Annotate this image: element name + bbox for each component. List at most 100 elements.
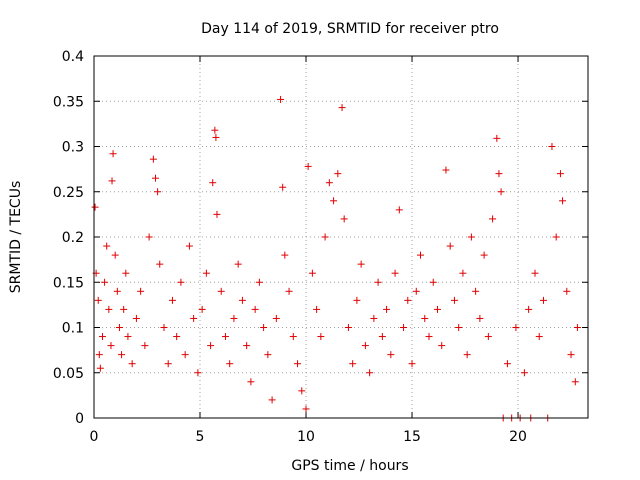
data-point xyxy=(497,188,505,196)
data-point xyxy=(573,324,581,331)
data-point xyxy=(149,155,157,163)
data-point xyxy=(433,305,441,313)
data-point xyxy=(304,162,312,170)
data-point xyxy=(387,351,395,359)
data-point xyxy=(173,333,181,341)
data-point xyxy=(446,242,454,250)
data-point xyxy=(145,233,153,241)
data-point xyxy=(207,342,215,350)
data-point xyxy=(101,278,109,286)
data-point xyxy=(264,351,272,359)
data-point xyxy=(512,324,520,331)
data-point xyxy=(391,269,399,277)
data-point xyxy=(472,287,480,295)
data-point xyxy=(132,314,140,322)
data-point xyxy=(503,360,511,368)
data-point xyxy=(459,269,467,277)
data-point xyxy=(463,351,471,359)
axis-tick-labels: 0 0.05 0.1 0.15 0.2 0.25 0.3 0.35 0.4 0 5 10 15 20 xyxy=(53,49,527,445)
data-point xyxy=(563,287,571,295)
data-point xyxy=(548,143,556,150)
data-point xyxy=(421,314,429,322)
data-point xyxy=(285,287,293,295)
data-point xyxy=(272,314,280,322)
data-point xyxy=(151,174,159,182)
data-point xyxy=(91,203,99,211)
data-point xyxy=(325,179,333,187)
data-point xyxy=(353,296,361,304)
data-point xyxy=(344,324,352,331)
data-point xyxy=(455,324,463,331)
data-point xyxy=(425,333,433,341)
data-point xyxy=(108,177,116,185)
y-tick-label: 0.1 xyxy=(62,321,84,337)
data-points xyxy=(91,95,581,422)
data-point xyxy=(177,278,185,286)
data-point xyxy=(111,251,119,259)
data-point xyxy=(489,215,497,223)
data-point xyxy=(317,333,325,341)
data-point xyxy=(260,324,268,331)
data-point xyxy=(442,166,450,174)
data-point xyxy=(366,369,374,377)
data-point xyxy=(567,351,575,359)
y-axis-label: SRMTID / TECUs xyxy=(8,181,24,294)
data-point xyxy=(378,333,386,341)
data-point xyxy=(289,333,297,341)
data-point xyxy=(251,305,259,313)
data-point xyxy=(539,296,547,304)
data-point xyxy=(181,351,189,359)
data-point xyxy=(361,342,369,350)
data-point xyxy=(113,287,121,295)
data-point xyxy=(308,269,316,277)
data-point xyxy=(120,305,128,313)
data-point xyxy=(103,242,111,250)
data-point xyxy=(96,364,104,372)
data-point xyxy=(202,269,210,277)
x-tick-label: 5 xyxy=(196,429,205,445)
x-tick-label: 20 xyxy=(509,429,527,445)
data-point xyxy=(164,360,172,368)
data-point xyxy=(383,305,391,313)
data-point xyxy=(408,360,416,368)
data-point xyxy=(556,170,564,178)
data-point xyxy=(400,324,408,331)
data-point xyxy=(571,378,579,386)
data-point xyxy=(525,305,533,313)
y-tick-label: 0 xyxy=(75,411,84,427)
data-point xyxy=(268,396,276,404)
data-point xyxy=(338,104,346,112)
data-point xyxy=(450,296,458,304)
data-point xyxy=(122,269,130,277)
data-point xyxy=(255,278,263,286)
y-tick-label: 0.35 xyxy=(53,94,84,110)
data-point xyxy=(141,342,149,350)
data-point xyxy=(484,333,492,341)
data-point xyxy=(243,342,251,350)
data-point xyxy=(94,296,102,304)
data-point xyxy=(438,342,446,350)
data-point xyxy=(357,260,365,268)
data-point xyxy=(213,210,221,218)
data-point xyxy=(118,351,126,359)
y-tick-label: 0.25 xyxy=(53,185,84,201)
x-tick-label: 15 xyxy=(403,429,421,445)
data-point xyxy=(476,314,484,322)
data-point xyxy=(340,215,348,223)
x-tick-label: 0 xyxy=(90,429,99,445)
data-point xyxy=(370,314,378,322)
data-point xyxy=(198,305,206,313)
data-point xyxy=(212,133,220,141)
y-tick-label: 0.15 xyxy=(53,275,84,291)
data-point xyxy=(404,296,412,304)
data-point xyxy=(105,305,113,313)
data-point xyxy=(128,360,136,368)
data-point xyxy=(349,360,357,368)
data-point xyxy=(535,333,543,341)
y-tick-label: 0.05 xyxy=(53,366,84,382)
x-axis-label: GPS time / hours xyxy=(291,458,408,474)
plot-frame xyxy=(93,55,589,419)
data-point xyxy=(559,197,567,205)
